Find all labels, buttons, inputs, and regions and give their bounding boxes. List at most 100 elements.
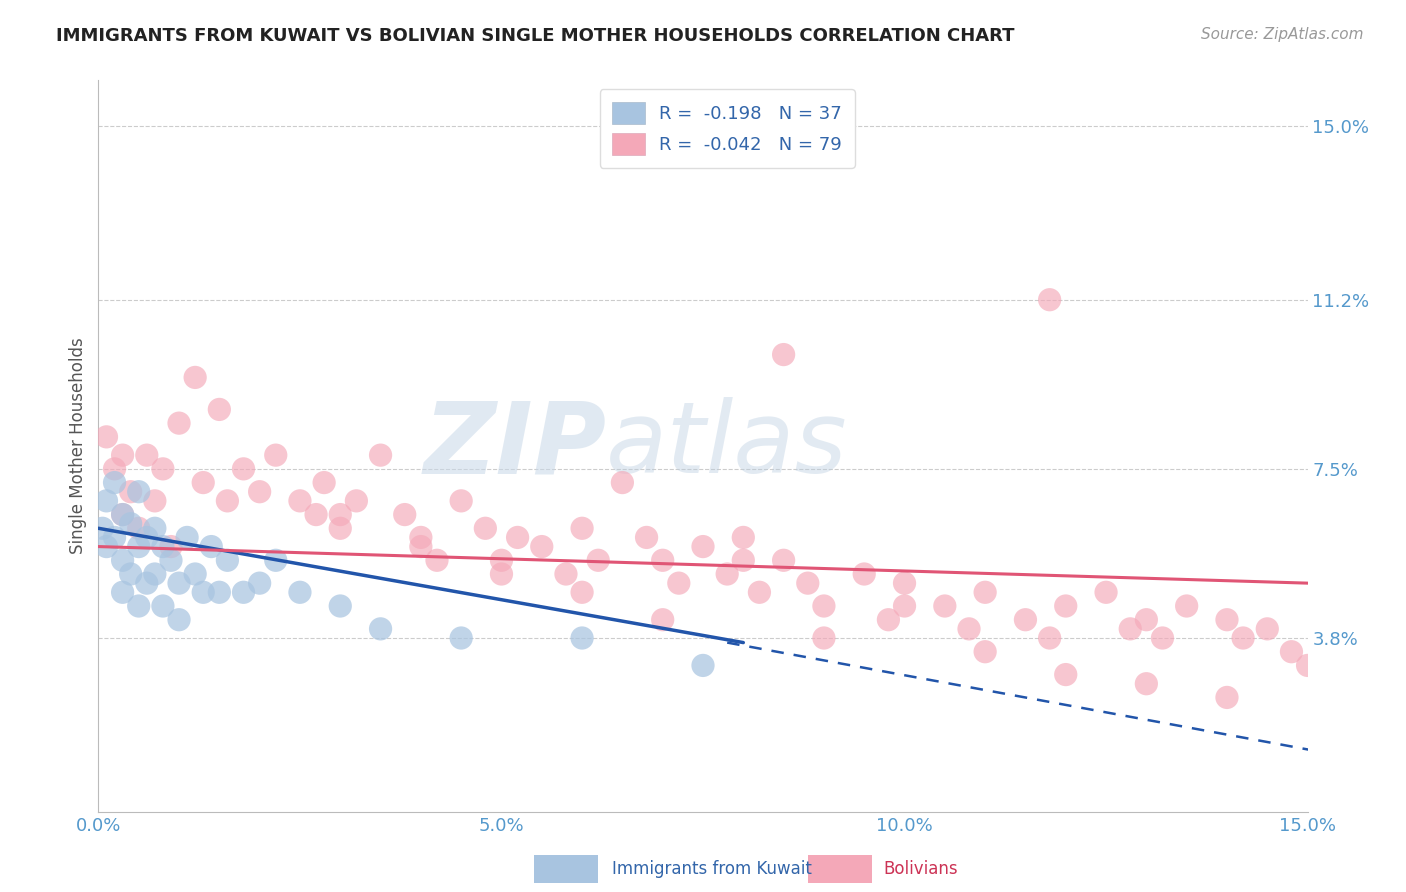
Point — [772, 347, 794, 362]
Point — [1296, 658, 1319, 673]
Point — [167, 576, 190, 591]
Point — [344, 494, 367, 508]
Point — [370, 448, 392, 462]
Point — [200, 540, 222, 554]
Point — [128, 484, 150, 499]
Point — [586, 553, 609, 567]
Point — [217, 553, 239, 567]
Point — [120, 484, 142, 499]
Point — [1054, 667, 1077, 681]
Point — [152, 540, 174, 554]
Point — [208, 402, 231, 417]
Point — [394, 508, 416, 522]
Point — [571, 631, 593, 645]
Point — [193, 475, 215, 490]
Point — [1095, 585, 1118, 599]
Point — [103, 530, 125, 544]
Point — [1175, 599, 1198, 613]
Point — [120, 567, 142, 582]
Point — [128, 521, 150, 535]
Point — [474, 521, 496, 535]
Text: Immigrants from Kuwait: Immigrants from Kuwait — [612, 860, 811, 878]
Point — [135, 530, 157, 544]
Legend: R =  -0.198   N = 37, R =  -0.042   N = 79: R = -0.198 N = 37, R = -0.042 N = 79 — [600, 89, 855, 168]
Point — [329, 521, 352, 535]
Point — [288, 585, 311, 599]
Point — [1256, 622, 1278, 636]
Point — [264, 553, 287, 567]
Point — [143, 567, 166, 582]
Point — [1152, 631, 1174, 645]
Point — [813, 631, 835, 645]
Point — [128, 599, 150, 613]
Point — [571, 521, 593, 535]
Point — [530, 540, 553, 554]
Point — [111, 553, 134, 567]
Point — [160, 540, 183, 554]
Point — [91, 521, 114, 535]
Point — [96, 494, 118, 508]
Point — [370, 622, 392, 636]
Point — [329, 599, 352, 613]
Point — [232, 462, 254, 476]
Point — [853, 567, 876, 582]
Point — [636, 530, 658, 544]
Point — [934, 599, 956, 613]
Point — [409, 540, 432, 554]
Y-axis label: Single Mother Households: Single Mother Households — [69, 338, 87, 554]
Point — [1216, 690, 1239, 705]
Point — [1281, 645, 1303, 659]
Point — [176, 530, 198, 544]
Point — [193, 585, 215, 599]
Point — [314, 475, 336, 490]
Point — [748, 585, 770, 599]
Point — [160, 553, 183, 567]
Point — [135, 576, 157, 591]
Point — [772, 553, 794, 567]
Point — [1216, 613, 1239, 627]
Point — [111, 508, 134, 522]
Point — [103, 475, 125, 490]
Point — [152, 462, 174, 476]
Point — [692, 540, 714, 554]
Point — [692, 658, 714, 673]
Point — [450, 494, 472, 508]
Point — [143, 521, 166, 535]
Text: Source: ZipAtlas.com: Source: ZipAtlas.com — [1201, 27, 1364, 42]
Point — [167, 613, 190, 627]
Point — [651, 553, 673, 567]
Point — [152, 599, 174, 613]
Point — [555, 567, 578, 582]
Point — [305, 508, 328, 522]
Point — [1039, 293, 1062, 307]
Text: Bolivians: Bolivians — [883, 860, 957, 878]
Point — [733, 553, 755, 567]
Point — [103, 462, 125, 476]
Point — [264, 448, 287, 462]
Point — [877, 613, 900, 627]
Point — [571, 585, 593, 599]
Point — [974, 585, 997, 599]
Point — [1119, 622, 1142, 636]
Point — [491, 567, 513, 582]
Point — [96, 430, 118, 444]
Point — [733, 530, 755, 544]
Point — [249, 576, 271, 591]
Point — [450, 631, 472, 645]
Point — [128, 540, 150, 554]
Point — [111, 508, 134, 522]
Point — [329, 508, 352, 522]
Text: atlas: atlas — [606, 398, 848, 494]
Point — [184, 567, 207, 582]
Text: IMMIGRANTS FROM KUWAIT VS BOLIVIAN SINGLE MOTHER HOUSEHOLDS CORRELATION CHART: IMMIGRANTS FROM KUWAIT VS BOLIVIAN SINGL… — [56, 27, 1015, 45]
Text: ZIP: ZIP — [423, 398, 606, 494]
Point — [797, 576, 820, 591]
Point — [249, 484, 271, 499]
Point — [612, 475, 634, 490]
Point — [974, 645, 997, 659]
Point — [111, 585, 134, 599]
Point — [506, 530, 529, 544]
Point — [957, 622, 980, 636]
Point — [217, 494, 239, 508]
Point — [893, 599, 915, 613]
